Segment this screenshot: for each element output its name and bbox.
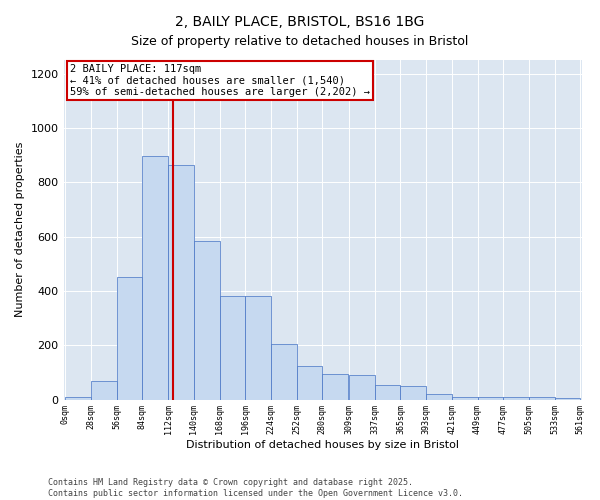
Bar — [426, 394, 452, 400]
Bar — [142, 156, 168, 400]
Bar — [452, 397, 478, 400]
Bar — [554, 398, 580, 400]
Text: 2, BAILY PLACE, BRISTOL, BS16 1BG: 2, BAILY PLACE, BRISTOL, BS16 1BG — [175, 15, 425, 29]
Bar — [375, 384, 400, 400]
Bar — [117, 278, 142, 400]
Text: Size of property relative to detached houses in Bristol: Size of property relative to detached ho… — [131, 35, 469, 48]
Bar — [322, 374, 348, 400]
Bar — [503, 397, 529, 400]
Bar — [245, 296, 271, 400]
Text: Contains HM Land Registry data © Crown copyright and database right 2025.
Contai: Contains HM Land Registry data © Crown c… — [48, 478, 463, 498]
Text: 2 BAILY PLACE: 117sqm
← 41% of detached houses are smaller (1,540)
59% of semi-d: 2 BAILY PLACE: 117sqm ← 41% of detached … — [70, 64, 370, 98]
Bar — [296, 366, 322, 400]
Y-axis label: Number of detached properties: Number of detached properties — [15, 142, 25, 318]
Bar — [529, 397, 554, 400]
Bar — [65, 397, 91, 400]
Bar — [220, 296, 245, 400]
Bar — [271, 344, 296, 400]
Bar — [168, 164, 194, 400]
Bar — [478, 397, 503, 400]
Bar — [400, 386, 426, 400]
Bar — [349, 375, 375, 400]
Bar — [194, 240, 220, 400]
X-axis label: Distribution of detached houses by size in Bristol: Distribution of detached houses by size … — [187, 440, 460, 450]
Bar — [91, 381, 117, 400]
